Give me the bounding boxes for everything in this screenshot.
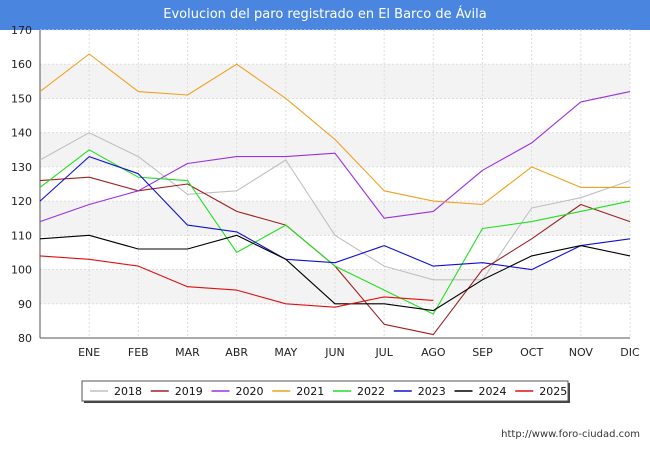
x-tick-label: ABR bbox=[225, 346, 248, 359]
series-line-2024 bbox=[39, 234, 631, 312]
series-line-2021 bbox=[39, 53, 630, 206]
grid-band bbox=[40, 132, 630, 167]
x-tick-label: ENE bbox=[78, 346, 100, 359]
legend-label-2023: 2023 bbox=[418, 385, 446, 398]
x-tick-label: AGO bbox=[421, 346, 446, 359]
series-line-2018 bbox=[39, 132, 631, 281]
series-layer bbox=[39, 53, 631, 336]
legend: 2018 2019 2020 2021 2022 2023 2024 2025 bbox=[81, 380, 570, 403]
y-tick-label: 170 bbox=[11, 24, 32, 37]
x-axis: ENE FEB MAR ABR MAY JUN JUL AGO SEP OCT NOV DIC bbox=[40, 337, 640, 359]
x-tick-label: DIC bbox=[620, 346, 640, 359]
y-tick-label: 100 bbox=[11, 264, 32, 277]
x-tick-label: FEB bbox=[128, 346, 149, 359]
legend-label-2021: 2021 bbox=[296, 385, 324, 398]
y-tick-label: 130 bbox=[11, 161, 32, 174]
y-tick-label: 120 bbox=[11, 195, 32, 208]
series-line-2025 bbox=[39, 255, 434, 308]
legend-label-2020: 2020 bbox=[236, 385, 264, 398]
y-tick-label: 150 bbox=[11, 92, 32, 105]
y-tick-label: 140 bbox=[11, 127, 32, 140]
x-tick-label: MAY bbox=[274, 346, 297, 359]
grid-band bbox=[40, 303, 630, 338]
x-tick-label: NOV bbox=[569, 346, 594, 359]
source-url: http://www.foro-ciudad.com bbox=[501, 429, 640, 440]
legend-label-2025: 2025 bbox=[539, 385, 567, 398]
y-tick-label: 80 bbox=[18, 332, 32, 345]
chart-title: Evolucion del paro registrado en El Barc… bbox=[0, 0, 650, 30]
y-tick-label: 110 bbox=[11, 229, 32, 242]
x-tick-label: OCT bbox=[520, 346, 543, 359]
legend-label-2018: 2018 bbox=[114, 385, 142, 398]
x-tick-label: MAR bbox=[175, 346, 200, 359]
x-tick-label: SEP bbox=[472, 346, 493, 359]
legend-label-2024: 2024 bbox=[479, 385, 507, 398]
grid-band bbox=[40, 64, 630, 99]
x-tick-label: JUN bbox=[324, 346, 345, 359]
legend-box bbox=[81, 380, 569, 402]
legend-label-2022: 2022 bbox=[357, 385, 385, 398]
legend-label-2019: 2019 bbox=[175, 385, 203, 398]
series-line-2023 bbox=[39, 156, 631, 271]
y-tick-label: 90 bbox=[18, 298, 32, 311]
series-line-2020 bbox=[39, 91, 631, 223]
y-axis: 80 90 100 110 120 130 140 150 160 170 bbox=[11, 24, 41, 345]
y-tick-label: 160 bbox=[11, 58, 32, 71]
series-line-2022 bbox=[39, 149, 631, 315]
x-tick-label: JUL bbox=[374, 346, 393, 359]
